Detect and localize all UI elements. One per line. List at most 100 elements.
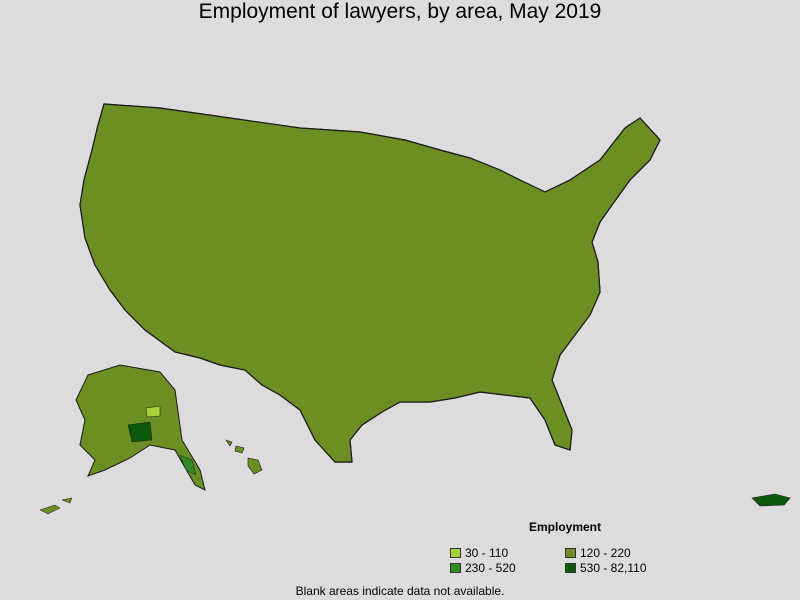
employment-area (597, 443, 613, 457)
employment-area (212, 104, 224, 108)
employment-area (93, 306, 118, 330)
employment-area (530, 148, 551, 164)
employment-area (293, 110, 318, 127)
legend-swatch (450, 563, 461, 573)
hawaii (225, 439, 263, 475)
employment-area (486, 398, 505, 414)
employment-area (655, 383, 660, 408)
employment-area (601, 304, 619, 330)
employment-area (570, 369, 587, 382)
employment-area (486, 130, 498, 142)
employment-area (198, 443, 218, 456)
employment-area (618, 324, 646, 342)
employment-area (225, 457, 250, 462)
employment-area (519, 410, 537, 433)
employment-area (565, 124, 589, 143)
employment-area (399, 431, 421, 444)
employment-area (587, 128, 601, 155)
employment-area (636, 234, 655, 249)
employment-area (243, 104, 259, 120)
employment-area (80, 343, 94, 359)
employment-area (210, 459, 230, 462)
employment-area (588, 414, 601, 430)
employment-area (547, 115, 570, 137)
employment-area (480, 413, 496, 437)
employment-area (581, 337, 605, 350)
employment-area (363, 457, 382, 462)
employment-area (637, 426, 660, 439)
employment-area (126, 337, 146, 352)
employment-area (263, 425, 279, 445)
employment-area (533, 104, 555, 122)
employment-area (515, 456, 539, 462)
employment-area (651, 395, 660, 418)
employment-area (565, 383, 580, 404)
employment-area (175, 398, 198, 417)
employment-area (480, 104, 509, 116)
employment-area (297, 460, 319, 462)
employment-area (652, 412, 660, 433)
employment-area (618, 313, 637, 330)
employment-area (651, 186, 660, 207)
employment-area (654, 325, 660, 337)
puerto-rico-island (751, 493, 791, 507)
employment-area (547, 463, 566, 474)
employment-area (481, 113, 500, 129)
employment-area (498, 400, 511, 414)
employment-area (448, 445, 473, 462)
employment-area (80, 262, 97, 285)
employment-area (596, 235, 613, 251)
employment-area (654, 249, 660, 263)
employment-area (556, 141, 574, 164)
employment-area (376, 447, 403, 461)
employment-area (465, 457, 480, 462)
employment-area (599, 459, 617, 462)
employment-area (650, 104, 660, 123)
employment-area (603, 328, 622, 348)
employment-area (398, 412, 413, 436)
employment-area (80, 291, 99, 305)
employment-area (229, 104, 251, 112)
employment-area (433, 414, 454, 430)
employment-area (317, 457, 332, 462)
legend-label: 230 - 520 (465, 561, 516, 575)
employment-area (512, 443, 538, 462)
employment-area (653, 429, 660, 448)
employment-area (410, 430, 429, 447)
employment-area (394, 110, 415, 123)
employment-area (598, 368, 620, 382)
employment-area (449, 114, 471, 135)
employment-area (622, 458, 634, 462)
employment-area (342, 104, 368, 117)
employment-area (377, 457, 400, 462)
employment-area (597, 383, 626, 402)
employment-area (194, 389, 213, 405)
employment-area (633, 292, 650, 315)
employment-area (331, 104, 348, 116)
employment-area (416, 449, 436, 462)
employment-area (230, 429, 258, 445)
employment-area (602, 290, 627, 310)
employment-area (224, 381, 253, 403)
employment-area (616, 412, 634, 434)
employment-area (635, 246, 654, 267)
employment-area (465, 415, 484, 430)
employment-area (653, 208, 660, 223)
employment-area (552, 367, 577, 386)
legend-item-120-220: 120 - 220 (565, 546, 631, 560)
employment-area (418, 112, 442, 133)
employment-area (517, 104, 540, 121)
employment-area (568, 459, 587, 462)
employment-area (90, 325, 104, 339)
employment-area (495, 140, 519, 163)
employment-area (248, 385, 264, 398)
employment-area (633, 394, 647, 418)
employment-area (448, 459, 475, 462)
employment-area (361, 428, 386, 454)
employment-area (651, 113, 660, 132)
employment-area (182, 369, 202, 377)
employment-area (349, 461, 374, 462)
employment-area (653, 262, 660, 275)
employment-area (206, 429, 227, 445)
employment-area (652, 366, 660, 380)
